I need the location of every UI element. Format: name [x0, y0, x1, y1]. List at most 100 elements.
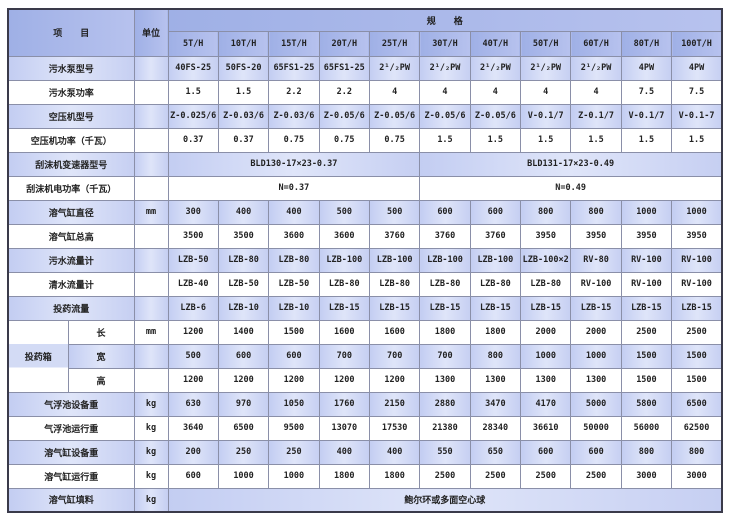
value-cell: 3600: [268, 223, 320, 249]
value-cell: 1200: [318, 367, 370, 393]
value-cell: 65FS1-25: [318, 55, 370, 81]
value-cell: 700: [419, 343, 471, 369]
row-label: 污水流量计: [7, 247, 135, 273]
capacity-header: 80T/H: [620, 30, 673, 57]
value-cell: LZB-6: [167, 295, 219, 321]
table-row: 污水流量计 LZB-50 LZB-80 LZB-80 LZB-100 LZB-100 LZB…: [7, 247, 723, 273]
value-cell: RV-100: [671, 271, 723, 297]
value-cell: 2.2: [318, 79, 370, 105]
merged-value: BLD130-17×23-0.37: [167, 151, 421, 177]
value-cell: 1.5: [570, 127, 622, 153]
value-cell: 1200: [167, 367, 219, 393]
table-row: 刮沫机变速器型号 BLD130-17×23-0.37 BLD131-17×23-0.…: [7, 151, 723, 177]
value-cell: 1.5: [469, 127, 522, 153]
value-cell: 1800: [469, 319, 522, 345]
value-cell: 2000: [570, 319, 622, 345]
value-cell: LZB-15: [520, 295, 572, 321]
unit-cell: kg: [133, 487, 169, 513]
value-cell: 3760: [368, 223, 421, 249]
value-cell: 56000: [620, 415, 673, 441]
value-cell: 400: [217, 199, 270, 225]
value-cell: 3640: [167, 415, 219, 441]
value-cell: 800: [520, 199, 572, 225]
value-cell: 13070: [318, 415, 370, 441]
value-cell: 0.75: [268, 127, 320, 153]
value-cell: 1800: [368, 463, 421, 489]
value-cell: LZB-15: [419, 295, 471, 321]
value-cell: 3000: [671, 463, 723, 489]
unit-cell: [133, 55, 169, 81]
value-cell: 50000: [570, 415, 622, 441]
value-cell: LZB-15: [620, 295, 673, 321]
value-cell: 6500: [671, 391, 723, 417]
unit-header: 单位: [133, 8, 169, 57]
value-cell: LZB-50: [217, 271, 270, 297]
value-cell: LZB-100×2: [520, 247, 572, 273]
table-row: 刮沫机电功率（千瓦） N=0.37 N=0.49: [7, 175, 723, 201]
value-cell: LZB-10: [268, 295, 320, 321]
value-cell: 4: [520, 79, 572, 105]
value-cell: 4170: [520, 391, 572, 417]
value-cell: 2.2: [268, 79, 320, 105]
row-label: 污水泵型号: [7, 55, 135, 81]
unit-cell: [133, 127, 169, 153]
value-cell: 600: [419, 199, 471, 225]
value-cell: 1600: [368, 319, 421, 345]
value-cell: RV-100: [620, 247, 673, 273]
table-row: 污水泵功率 1.5 1.5 2.2 2.2 4 4 4 4 4 7.5 7.5: [7, 79, 723, 105]
unit-cell: [133, 295, 169, 321]
value-cell: 5800: [620, 391, 673, 417]
value-cell: 550: [419, 439, 471, 465]
value-cell: 2500: [419, 463, 471, 489]
row-label: 溶气缸运行重: [7, 463, 135, 489]
table-row: 溶气缸运行重 kg 600 1000 1000 1800 1800 2500 2500 2500 2…: [7, 463, 723, 489]
value-cell: 1500: [671, 343, 723, 369]
value-cell: RV-100: [671, 247, 723, 273]
value-cell: Z-0.03/6: [268, 103, 320, 129]
value-cell: 1300: [469, 367, 522, 393]
value-cell: 4PW: [671, 55, 723, 81]
unit-cell: kg: [133, 391, 169, 417]
capacity-header: 50T/H: [520, 30, 572, 57]
capacity-header: 15T/H: [268, 30, 320, 57]
value-cell: LZB-10: [217, 295, 270, 321]
value-cell: 4: [368, 79, 421, 105]
value-cell: LZB-15: [368, 295, 421, 321]
row-label: 气浮池运行重: [7, 415, 135, 441]
unit-cell: [133, 175, 169, 201]
capacity-header: 10T/H: [217, 30, 270, 57]
unit-cell: [133, 223, 169, 249]
value-cell: LZB-80: [318, 271, 370, 297]
capacity-header: 60T/H: [570, 30, 622, 57]
value-cell: 600: [469, 199, 522, 225]
value-cell: LZB-40: [167, 271, 219, 297]
value-cell: Z-0.05/6: [469, 103, 522, 129]
value-cell: 400: [318, 439, 370, 465]
value-cell: V-0.1-7: [671, 103, 723, 129]
value-cell: 630: [167, 391, 219, 417]
table-row: 溶气缸总高 3500 3500 3600 3600 3760 3760 3760 3950 395…: [7, 223, 723, 249]
unit-cell: [133, 103, 169, 129]
table-row: 溶气缸设备重 kg 200 250 250 400 400 550 650 600 600 800 80…: [7, 439, 723, 465]
value-cell: 3000: [620, 463, 673, 489]
value-cell: LZB-100: [318, 247, 370, 273]
row-label: 宽: [67, 343, 135, 369]
value-cell: 1500: [620, 343, 673, 369]
capacity-header: 30T/H: [419, 30, 471, 57]
value-cell: 3950: [570, 223, 622, 249]
value-cell: 1000: [620, 199, 673, 225]
specification-table: 项 目 单位 规 格 5T/H 10T/H 15T/H 20T/H 25T/H 30T/H…: [7, 8, 723, 513]
table-row: 投药箱长 mm 1200 1400 1500 1600 1600 1800 1800 2000 20…: [7, 319, 723, 393]
value-cell: Z-0.05/6: [318, 103, 370, 129]
value-cell: 1.5: [620, 127, 673, 153]
value-cell: 7.5: [671, 79, 723, 105]
value-cell: 3950: [620, 223, 673, 249]
value-cell: 6500: [217, 415, 270, 441]
value-cell: 600: [217, 343, 270, 369]
value-cell: 700: [318, 343, 370, 369]
value-cell: 1.5: [520, 127, 572, 153]
value-cell: 1000: [268, 463, 320, 489]
unit-cell: mm: [133, 319, 169, 345]
value-cell: 1600: [318, 319, 370, 345]
value-cell: 1400: [217, 319, 270, 345]
